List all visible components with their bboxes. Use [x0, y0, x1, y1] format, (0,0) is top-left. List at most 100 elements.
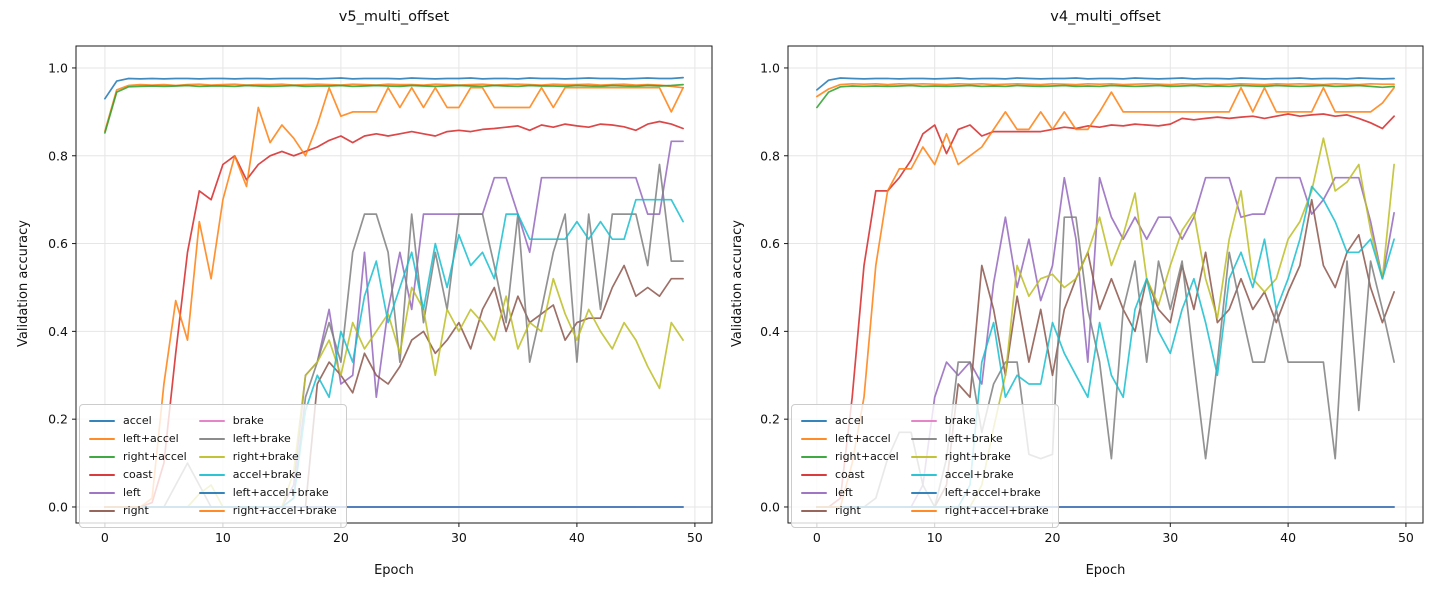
legend-label: coast — [835, 468, 865, 481]
plot-area-v5: 0 10 20 30 40 50 0.0 0.2 0.4 0.6 0.8 1.0 — [48, 45, 713, 545]
y-tick-label: 0.4 — [760, 324, 780, 339]
y-tick-label: 0.0 — [760, 499, 780, 514]
chart-panel-v4: 0 10 20 30 40 50 0.0 0.2 0.4 0.6 0.8 1.0 v4_multi_o… — [720, 0, 1440, 600]
legend-item: left+accel+brake — [910, 484, 1049, 502]
legend-label: brake — [944, 414, 976, 427]
legend-item: right+accel — [89, 448, 187, 466]
x-axis-label: Epoch — [1085, 563, 1126, 578]
legend-item: accel — [801, 412, 899, 430]
legend-label: right+accel — [123, 450, 187, 463]
y-tick-label: 0.2 — [760, 412, 780, 427]
x-tick-label: 30 — [451, 530, 467, 545]
legend-item: coast — [801, 466, 899, 484]
legend-swatch-right+accel — [89, 455, 115, 459]
legend-item: right+accel+brake — [198, 502, 337, 520]
legend-swatch-left+accel+brake — [910, 491, 937, 495]
legend-swatch-left+accel — [89, 437, 115, 441]
legend-swatch-right — [89, 509, 115, 513]
axes-spines — [75, 45, 713, 524]
legend-item: left+accel — [89, 430, 187, 448]
legend-label: accel — [835, 414, 864, 427]
legend-label: right+accel+brake — [944, 504, 1049, 517]
x-tick-label: 0 — [101, 530, 109, 545]
legend-swatch-right+accel+brake — [198, 509, 225, 513]
y-tick-label: 0.8 — [760, 148, 780, 163]
legend-label: right+brake — [944, 450, 1011, 463]
legend-item: accel+brake — [910, 466, 1049, 484]
legend-label: left+accel — [835, 432, 891, 445]
x-tick-label: 50 — [1398, 530, 1414, 545]
y-tick-label: 0.6 — [48, 236, 68, 251]
legend-label: left+accel — [123, 432, 179, 445]
legend-column: accel left+accel right+accel coast left right — [801, 412, 899, 520]
legend-swatch-right+accel+brake — [910, 509, 937, 513]
legend-swatch-brake — [198, 419, 225, 423]
axes-spines — [787, 45, 1424, 524]
x-tick-label: 20 — [1045, 530, 1061, 545]
legend-swatch-right+brake — [198, 455, 225, 459]
legend-label: left+brake — [944, 432, 1003, 445]
y-tick-label: 0.6 — [760, 236, 780, 251]
legend-label: left — [123, 486, 141, 499]
chart-panel-v5: 0 10 20 30 40 50 0.0 0.2 0.4 0.6 0.8 1.0 v5_multi_o… — [16, 9, 713, 578]
legend-swatch-coast — [89, 473, 115, 477]
legend-label: left+accel+brake — [944, 486, 1041, 499]
legend-label: accel — [123, 414, 152, 427]
legend-item: left+accel — [801, 430, 899, 448]
legend-label: right — [835, 504, 861, 517]
legend-label: right — [123, 504, 149, 517]
series-coast — [104, 120, 684, 508]
series-left+accel — [104, 83, 684, 133]
x-tick-label: 10 — [927, 530, 943, 545]
y-axis-label: Validation accuracy — [730, 219, 745, 347]
plot-area-v4: 0 10 20 30 40 50 0.0 0.2 0.4 0.6 0.8 1.0 — [760, 45, 1424, 545]
legend-item: left+accel+brake — [198, 484, 337, 502]
legend-swatch-coast — [801, 473, 827, 477]
y-tick-label: 0.2 — [48, 412, 68, 427]
legend-item: coast — [89, 466, 187, 484]
y-tick-label: 0.0 — [48, 499, 68, 514]
legend-swatch-right — [801, 509, 827, 513]
x-tick-label: 30 — [1162, 530, 1178, 545]
x-tick-label: 50 — [687, 530, 703, 545]
series-coast — [816, 113, 1395, 508]
y-tick-label: 0.4 — [48, 324, 68, 339]
legend-column: brake left+brake right+brake accel+brake lef… — [198, 412, 337, 520]
legend-item: left+brake — [910, 430, 1049, 448]
legend-item: right+accel+brake — [910, 502, 1049, 520]
series-accel — [104, 76, 684, 100]
y-axis-label: Validation accuracy — [16, 219, 31, 347]
legend-item: left — [801, 484, 899, 502]
legend-item: brake — [910, 412, 1049, 430]
legend-swatch-accel+brake — [910, 473, 937, 477]
legend-swatch-left+accel — [801, 437, 827, 441]
y-tick-label: 0.8 — [48, 148, 68, 163]
legend-swatch-right+brake — [910, 455, 937, 459]
legend-swatch-left+brake — [198, 437, 225, 441]
legend-column: brake left+brake right+brake accel+brake lef… — [910, 412, 1049, 520]
legend-item: brake — [198, 412, 337, 430]
legend-label: coast — [123, 468, 153, 481]
legend-label: accel+brake — [944, 468, 1014, 481]
legend-swatch-left — [89, 491, 115, 495]
x-tick-label: 40 — [569, 530, 585, 545]
series-right+accel+brake — [816, 86, 1395, 508]
series-accel — [816, 77, 1395, 91]
x-tick-label: 0 — [813, 530, 821, 545]
legend-swatch-accel — [89, 419, 115, 423]
legend-label: left+brake — [232, 432, 291, 445]
legend-label: right+accel+brake — [232, 504, 337, 517]
legend-column: accel left+accel right+accel coast left right — [89, 412, 187, 520]
legend-label: accel+brake — [232, 468, 302, 481]
legend-item: accel — [89, 412, 187, 430]
chart-title: v5_multi_offset — [338, 9, 450, 25]
legend-swatch-accel+brake — [198, 473, 225, 477]
legend: accel left+accel right+accel coast left right… — [791, 404, 1059, 528]
series-right+accel+brake — [104, 86, 684, 508]
legend-item: right — [89, 502, 187, 520]
legend-swatch-right+accel — [801, 455, 827, 459]
legend-swatch-left+brake — [910, 437, 937, 441]
legend-label: brake — [232, 414, 264, 427]
legend-swatch-accel — [801, 419, 827, 423]
